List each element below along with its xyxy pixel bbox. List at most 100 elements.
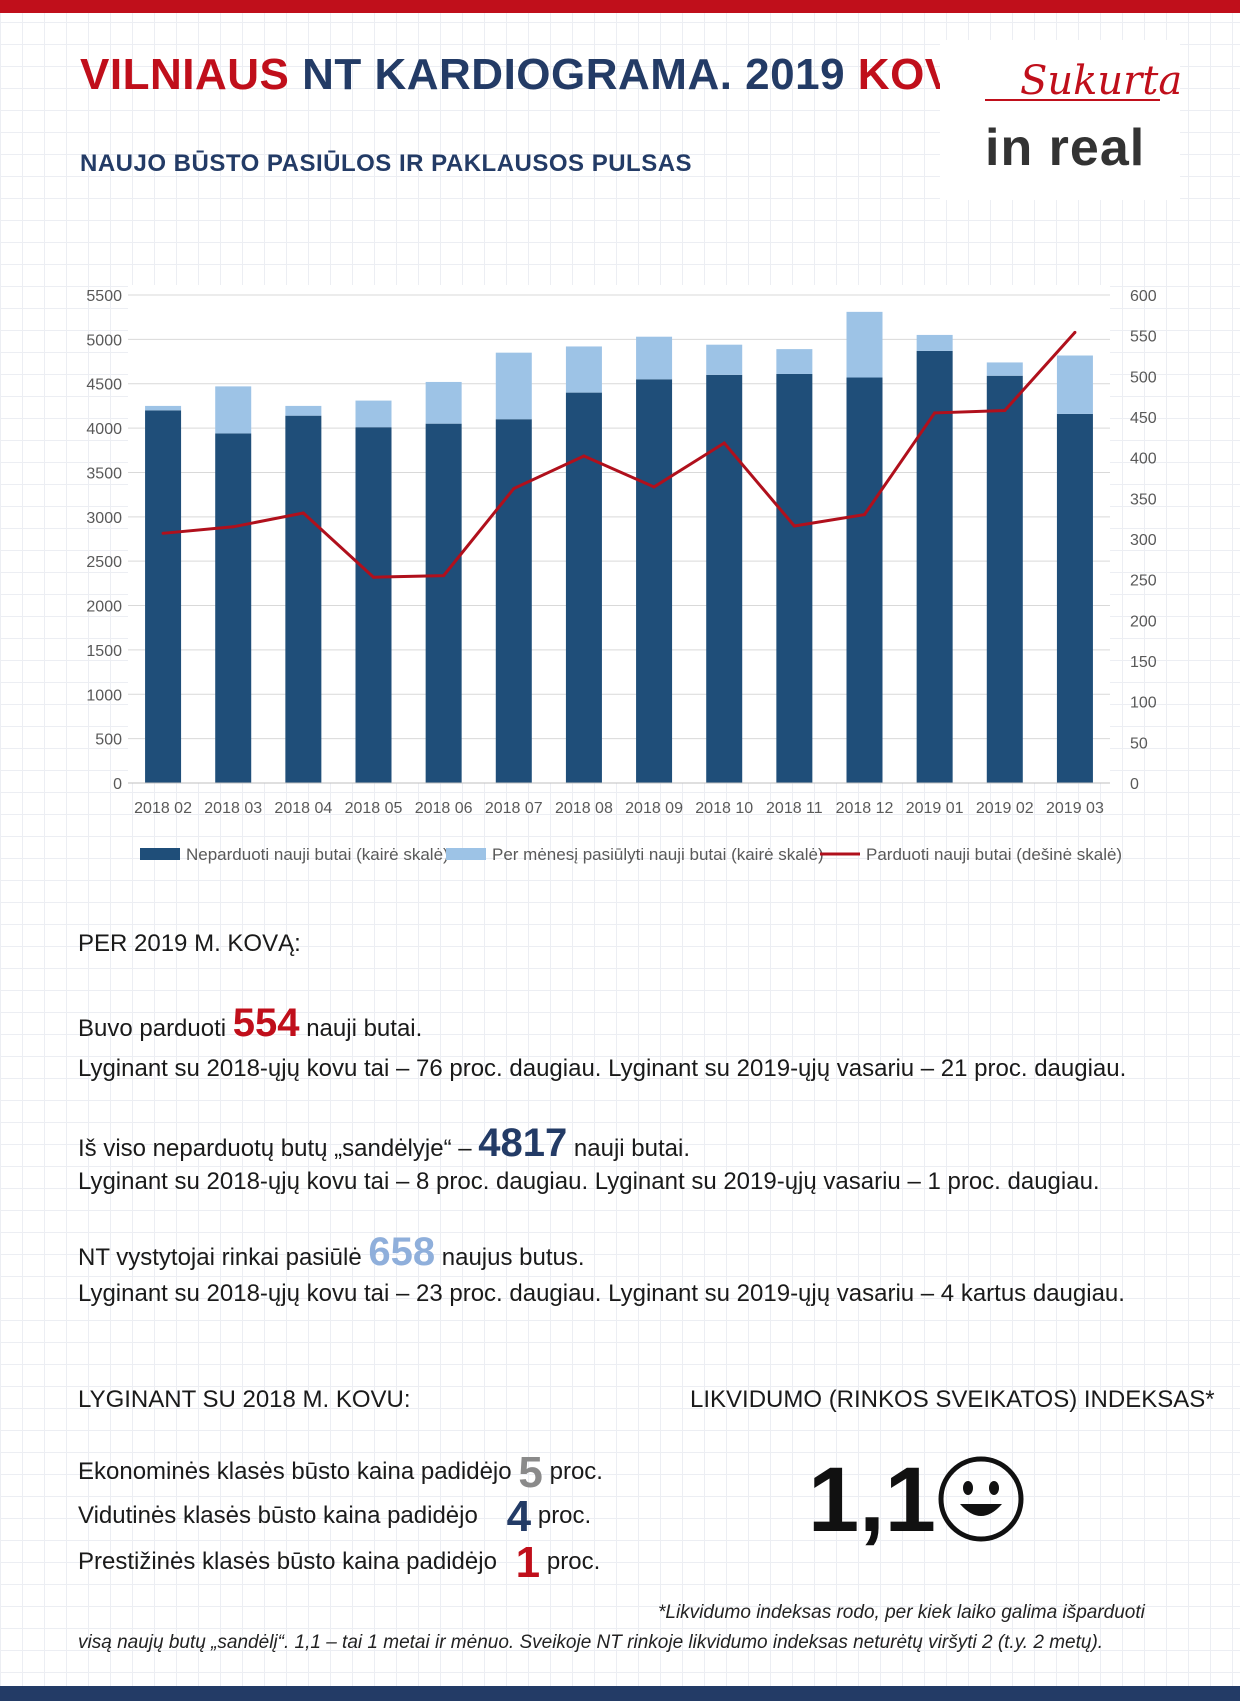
plot-area xyxy=(128,285,1110,783)
sold-point xyxy=(1003,408,1007,412)
bar-offered xyxy=(636,336,673,380)
brand-area xyxy=(940,40,1180,200)
x-tick-label: 2018 12 xyxy=(836,800,894,817)
y-right-tick-label: 0 xyxy=(1130,776,1139,793)
section2-heading: LYGINANT SU 2018 M. KOVU: xyxy=(78,1386,411,1413)
x-tick-label: 2019 02 xyxy=(976,800,1034,817)
y-left-tick-label: 4500 xyxy=(86,377,122,394)
offered-summary: NT vystytojai rinkai pasiūlė 658 naujus … xyxy=(78,1230,585,1274)
page-subtitle: NAUJO BŪSTO PASIŪLOS IR PAKLAUSOS PULSAS xyxy=(80,150,693,177)
y-right-tick-label: 150 xyxy=(1130,654,1157,671)
y-right-tick-label: 100 xyxy=(1130,695,1157,712)
x-tick-label: 2018 04 xyxy=(274,800,332,817)
x-tick-label: 2018 05 xyxy=(345,800,403,817)
sold-point xyxy=(301,511,305,515)
bottom-accent-bar xyxy=(0,1686,1240,1701)
bar-offered xyxy=(916,334,953,351)
y-left-tick-label: 3500 xyxy=(86,465,122,482)
price-row-economy: Ekonominės klasės būsto kaina padidėjo 5 p… xyxy=(78,1448,603,1497)
sold-count: 554 xyxy=(232,1001,300,1045)
bar-offered xyxy=(355,400,392,428)
liquidity-heading: LIKVIDUMO (RINKOS SVEIKATOS) INDEKSAS* xyxy=(690,1386,1215,1413)
sukurta-signature: Sukurta xyxy=(1020,58,1183,104)
sold-point xyxy=(933,411,937,415)
signature-underline xyxy=(985,99,1160,101)
sold-detail: Lyginant su 2018-ųjų kovu tai – 76 proc.… xyxy=(78,1055,1127,1082)
y-left-tick-label: 5500 xyxy=(86,288,122,305)
bar-unsold xyxy=(495,419,532,783)
x-tick-label: 2018 11 xyxy=(766,800,823,817)
bar-offered xyxy=(495,352,532,420)
x-tick-label: 2019 01 xyxy=(906,800,964,817)
stock-count: 4817 xyxy=(478,1121,568,1165)
y-right-tick-label: 50 xyxy=(1130,735,1148,752)
y-right-tick-label: 300 xyxy=(1130,532,1157,549)
x-tick-label: 2018 02 xyxy=(134,800,192,817)
sold-point xyxy=(231,525,235,529)
bar-unsold xyxy=(285,415,322,783)
y-left-tick-label: 3000 xyxy=(86,510,122,527)
liquidity-index-value: 1,1 xyxy=(808,1449,936,1551)
x-tick-label: 2018 06 xyxy=(415,800,473,817)
y-right-tick-label: 250 xyxy=(1130,573,1157,590)
y-left-tick-label: 1500 xyxy=(86,643,122,660)
inreal-logo: in real xyxy=(985,119,1146,177)
section1-heading: PER 2019 M. KOVĄ: xyxy=(78,930,301,957)
bar-unsold xyxy=(355,427,392,783)
x-tick-label: 2018 09 xyxy=(625,800,683,817)
sold-point xyxy=(792,524,796,528)
bar-offered xyxy=(145,405,182,411)
legend-swatch-unsold xyxy=(140,848,180,860)
legend-label-unsold: Neparduoti nauji butai (kairė skalė) xyxy=(186,845,449,864)
y-right-tick-label: 500 xyxy=(1130,369,1157,386)
sold-point xyxy=(863,513,866,517)
price-row-premium: Prestižinės klasės būsto kaina padidėjo 1… xyxy=(78,1538,601,1587)
top-accent-bar xyxy=(0,0,1240,13)
y-right-tick-label: 350 xyxy=(1130,491,1157,508)
y-left-tick-label: 2000 xyxy=(86,599,122,616)
sold-line xyxy=(162,331,1077,579)
y-right-tick-label: 200 xyxy=(1130,613,1157,630)
bar-unsold xyxy=(215,433,252,783)
x-tick-label: 2019 03 xyxy=(1046,800,1104,817)
bar-unsold xyxy=(425,423,462,783)
y-right-tick-label: 450 xyxy=(1130,410,1157,427)
y-left-tick-label: 5000 xyxy=(86,332,122,349)
sold-point xyxy=(512,487,516,491)
bar-unsold xyxy=(846,377,883,783)
footnote-line2: visą naujų butų „sandėlį“. 1,1 – tai 1 m… xyxy=(78,1632,1104,1653)
bar-unsold xyxy=(565,392,602,783)
stock-detail: Lyginant su 2018-ųjų kovu tai – 8 proc. … xyxy=(78,1168,1100,1195)
bar-offered xyxy=(215,386,252,434)
bar-offered xyxy=(425,381,462,424)
x-tick-label: 2018 10 xyxy=(695,800,753,817)
stock-summary: Iš viso neparduotų butų „sandėlyje“ – 48… xyxy=(78,1121,690,1165)
bar-unsold xyxy=(145,410,182,783)
legend-label-offered: Per mėnesį pasiūlyti nauji butai (kairė … xyxy=(492,845,824,864)
bar-unsold xyxy=(636,379,673,783)
market-pulse-chart: 0500100015002000250030003500400045005000… xyxy=(86,285,1157,864)
sold-summary: Buvo parduoti 554 nauji butai. xyxy=(78,1001,423,1045)
bar-unsold xyxy=(1056,413,1093,783)
y-left-tick-label: 2500 xyxy=(86,554,122,571)
bar-unsold xyxy=(706,374,743,783)
sold-point xyxy=(582,454,586,458)
bar-offered xyxy=(565,346,602,393)
bar-offered xyxy=(285,405,322,416)
smiley-face-icon xyxy=(938,1456,1024,1542)
x-tick-label: 2018 03 xyxy=(204,800,262,817)
bar-offered xyxy=(1056,355,1093,414)
bar-offered xyxy=(776,349,813,374)
bar-offered xyxy=(986,362,1023,376)
y-left-tick-label: 4000 xyxy=(86,421,122,438)
bar-offered xyxy=(846,311,883,378)
y-left-tick-label: 1000 xyxy=(86,687,122,704)
sold-point xyxy=(652,485,656,489)
price-row-middle: Vidutinės klasės būsto kaina padidėjo 4 pr… xyxy=(78,1492,592,1541)
x-tick-label: 2018 08 xyxy=(555,800,613,817)
sold-point xyxy=(1073,330,1077,334)
legend-label-sold: Parduoti nauji butai (dešinė skalė) xyxy=(866,845,1122,864)
sold-point xyxy=(722,441,726,445)
bar-offered xyxy=(706,344,743,375)
y-left-tick-label: 0 xyxy=(113,776,122,793)
